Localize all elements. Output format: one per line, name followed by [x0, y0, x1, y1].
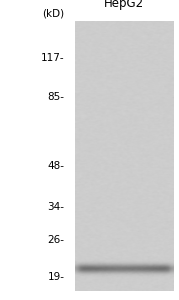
Text: 26-: 26-: [47, 235, 64, 245]
Text: (kD): (kD): [42, 8, 64, 18]
Text: 19-: 19-: [47, 272, 64, 283]
Text: 117-: 117-: [41, 53, 64, 63]
Text: 48-: 48-: [47, 161, 64, 171]
Text: 34-: 34-: [47, 202, 64, 212]
Text: 85-: 85-: [47, 92, 64, 102]
Text: HepG2: HepG2: [104, 0, 144, 11]
